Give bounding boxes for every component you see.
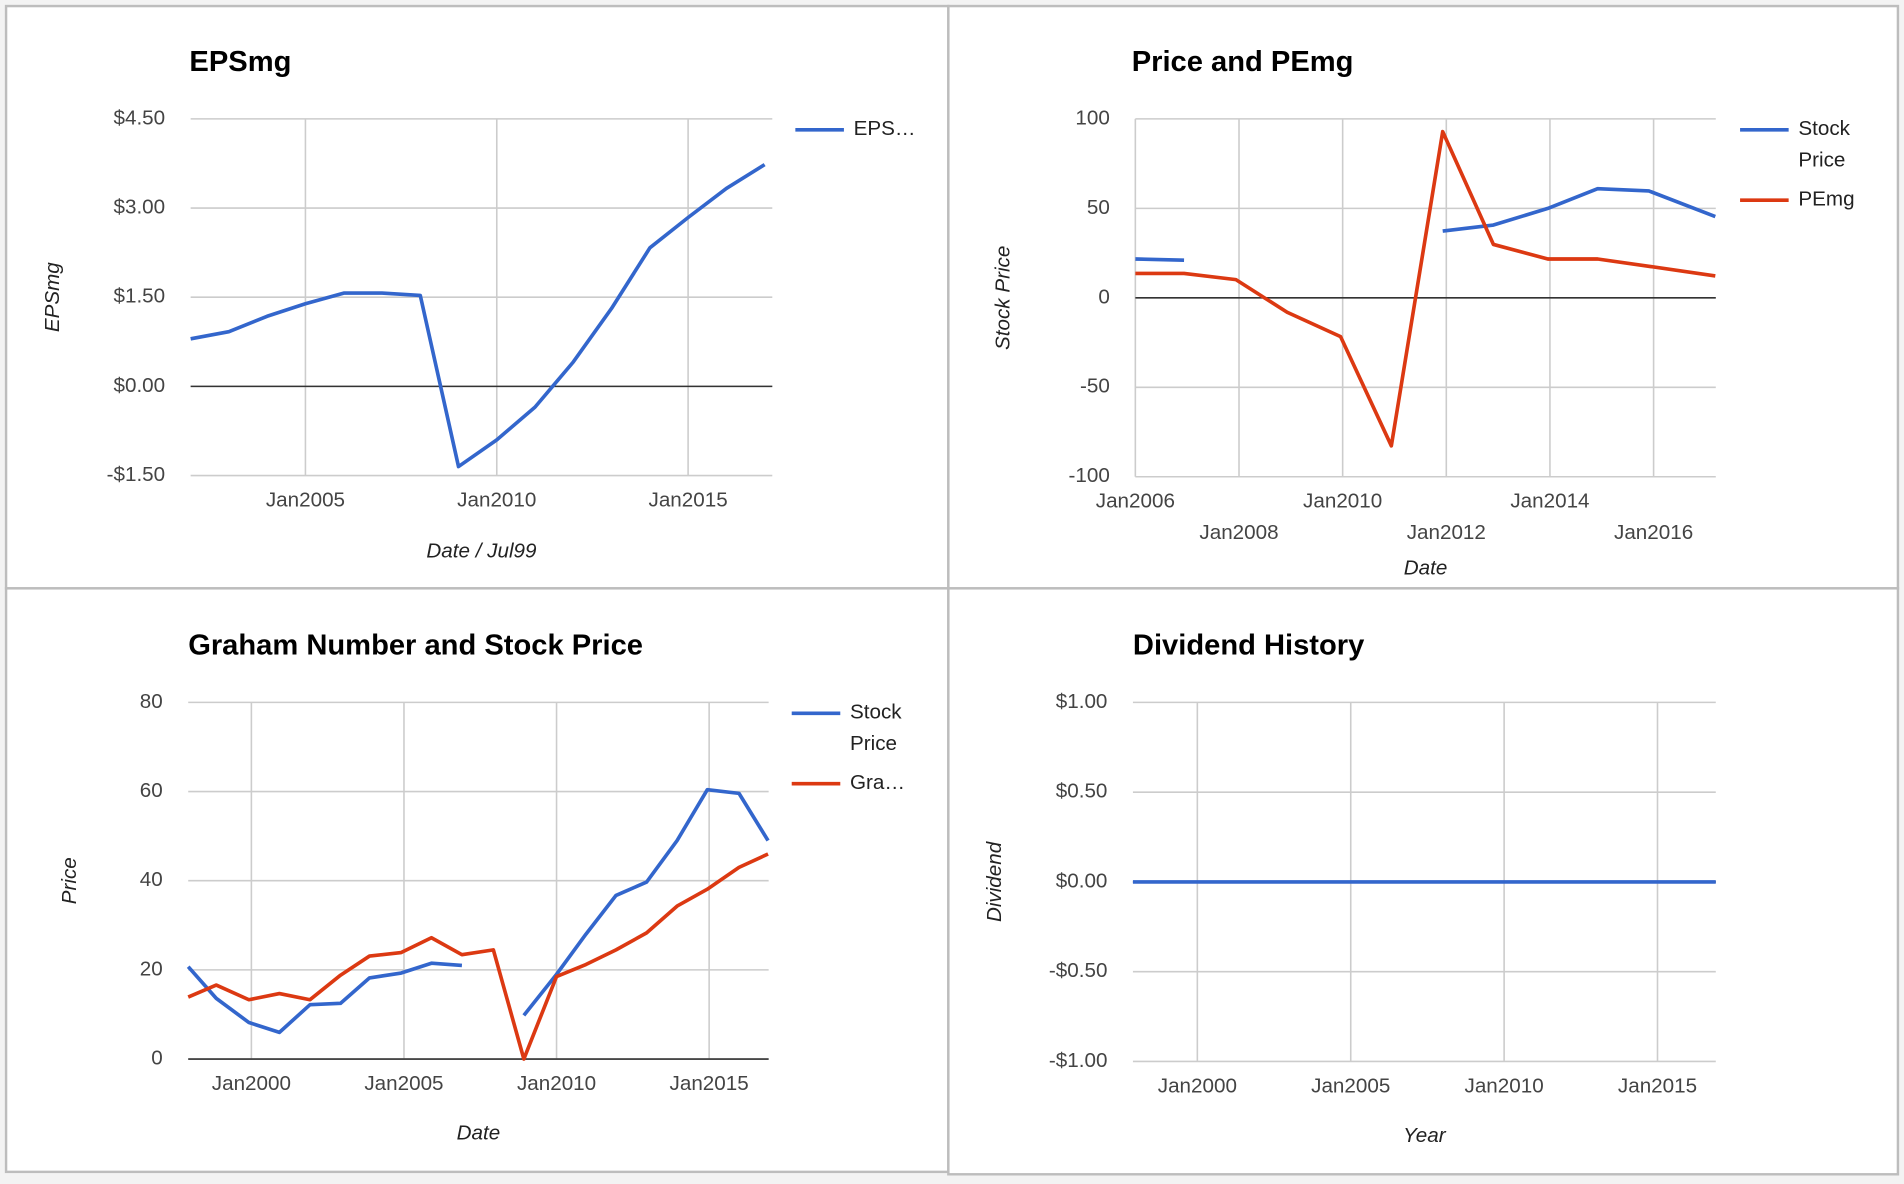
y-tick-label: 50: [1087, 196, 1110, 219]
series-line: [187, 852, 769, 1061]
y-tick-label: $0.00: [1056, 869, 1108, 892]
y-tick-label: $0.00: [113, 374, 165, 397]
y-tick-label: 0: [1098, 285, 1109, 308]
y-tick-label: -$1.00: [1049, 1049, 1108, 1072]
chart-title: Price and PEmg: [1132, 46, 1354, 78]
y-tick-label: $4.50: [113, 106, 165, 129]
legend-label: PEmg: [1798, 188, 1854, 211]
x-tick-label: Jan2016: [1614, 521, 1693, 544]
legend-label-line: Stock: [850, 701, 902, 724]
y-axis-title: Price: [58, 857, 81, 904]
y-axis-title: Dividend: [983, 840, 1006, 922]
x-tick-label: Jan2000: [1158, 1074, 1237, 1097]
chart-title: Graham Number and Stock Price: [188, 629, 643, 661]
series-line: [186, 787, 770, 1035]
y-tick-label: $1.00: [1056, 690, 1108, 713]
y-axis-title: EPSmg: [41, 262, 64, 332]
legend-label: Stock Price: [850, 701, 902, 756]
x-tick-label: Jan2015: [1618, 1074, 1697, 1097]
x-tick-label: Jan2015: [670, 1072, 749, 1095]
chart-title: EPSmg: [189, 46, 291, 78]
series-line: [190, 163, 766, 469]
x-axis-title: Year: [1403, 1124, 1447, 1147]
y-tick-label: 100: [1075, 106, 1109, 129]
y-tick-label: $0.50: [1056, 780, 1108, 803]
legend-label: Gra…: [850, 771, 905, 794]
legend-label: EPS…: [854, 117, 916, 140]
x-tick-label: Jan2010: [1303, 490, 1382, 513]
y-tick-label: -50: [1080, 375, 1110, 398]
legend-label-line: Stock: [1798, 117, 1850, 140]
x-tick-label: Jan2015: [649, 488, 728, 511]
y-tick-label: 60: [140, 779, 163, 802]
x-tick-label: Jan2005: [364, 1072, 443, 1095]
y-tick-label: -100: [1069, 464, 1110, 487]
y-tick-label: 80: [140, 690, 163, 713]
y-tick-label: -$1.50: [107, 463, 166, 486]
legend-label-line: Price: [1798, 149, 1845, 172]
legend-label-line: Price: [850, 732, 897, 755]
x-tick-label: Jan2010: [1465, 1074, 1544, 1097]
y-axis-title: Stock Price: [992, 246, 1015, 350]
x-tick-label: Jan2010: [517, 1072, 596, 1095]
y-tick-label: 0: [151, 1047, 162, 1070]
x-axis-title: Date / Jul99: [426, 539, 537, 562]
legend-label: Stock Price: [1798, 117, 1850, 172]
chart-title: Dividend History: [1133, 629, 1365, 661]
y-tick-label: 20: [140, 957, 163, 980]
x-tick-label: Jan2014: [1510, 490, 1589, 513]
y-tick-label: 40: [140, 868, 163, 891]
y-tick-label: $1.50: [113, 285, 165, 308]
x-tick-label: Jan2005: [1311, 1074, 1390, 1097]
x-tick-label: Jan2008: [1199, 521, 1278, 544]
y-tick-label: -$0.50: [1049, 959, 1108, 982]
y-tick-label: $3.00: [113, 196, 165, 219]
x-tick-label: Jan2006: [1096, 490, 1175, 513]
x-tick-label: Jan2000: [212, 1072, 291, 1095]
x-axis-title: Date: [1404, 556, 1448, 579]
series-line: [1135, 129, 1716, 448]
x-tick-label: Jan2005: [266, 488, 345, 511]
x-tick-label: Jan2010: [457, 488, 536, 511]
x-axis-title: Date: [457, 1122, 501, 1145]
x-tick-label: Jan2012: [1407, 521, 1486, 544]
